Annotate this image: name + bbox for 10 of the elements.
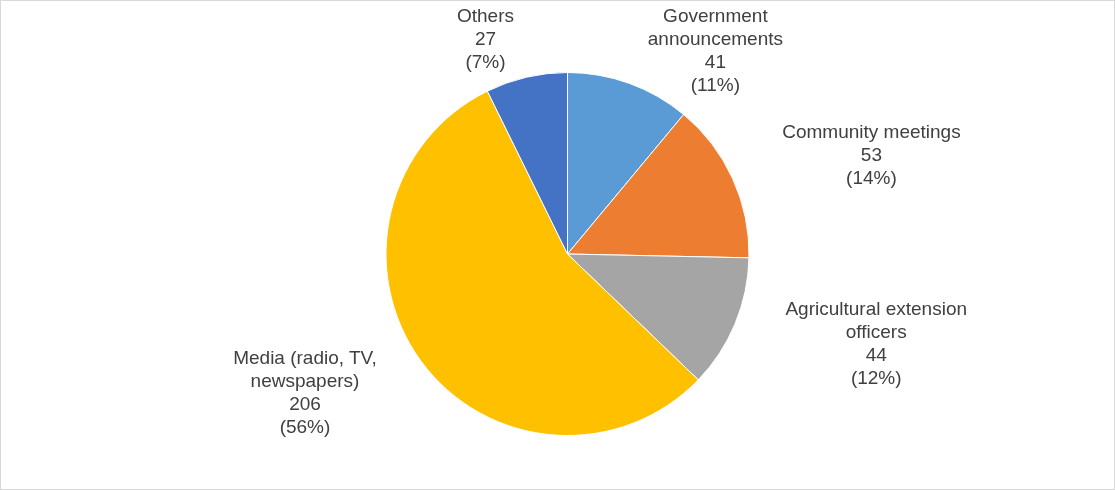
data-label: 206 (56%) — [279, 392, 331, 437]
slice-label: Agricultural extension officers — [785, 298, 968, 343]
data-label: 41 (11%) — [690, 50, 741, 95]
slice-label: Others — [457, 4, 515, 26]
data-label: 53 (14%) — [846, 144, 897, 189]
slice-label: Media (radio, TV, newspapers) — [233, 346, 377, 391]
data-label: 44 (12%) — [850, 344, 902, 389]
data-label: 27 (7%) — [465, 27, 506, 72]
slice-label: Government announcements — [647, 4, 783, 49]
slice-label: Community meetings — [782, 121, 961, 143]
